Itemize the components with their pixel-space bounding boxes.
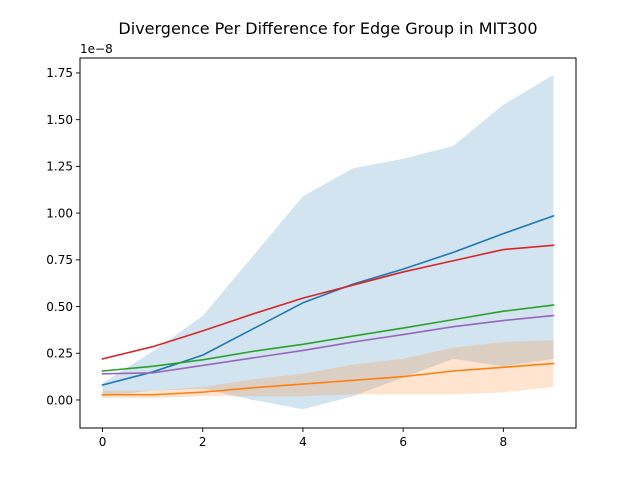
y-tick-label: 1.00 <box>46 206 73 220</box>
y-tick-label: 1.25 <box>46 160 73 174</box>
y-tick-label: 0.50 <box>46 300 73 314</box>
x-tick-label: 0 <box>99 435 107 449</box>
series-line-2 <box>101 362 555 396</box>
series-line-4 <box>101 244 555 360</box>
confidence-band-1 <box>102 74 554 410</box>
x-tick-label: 8 <box>500 435 508 449</box>
x-tick-label: 2 <box>199 435 207 449</box>
series-lines <box>101 214 555 396</box>
chart-title: Divergence Per Difference for Edge Group… <box>118 19 537 38</box>
axes: 0 2 4 6 8 0.00 0.25 0.50 0.75 1.00 1.25 1.50 1.75 <box>46 66 507 449</box>
x-tick-label: 6 <box>399 435 407 449</box>
confidence-band-2 <box>102 340 554 399</box>
y-tick-label: 0.00 <box>46 393 73 407</box>
y-axis-scale-label: 1e−8 <box>80 42 113 56</box>
plot-frame <box>79 57 577 429</box>
series-line-5 <box>101 314 555 375</box>
y-tick-label: 1.75 <box>46 66 73 80</box>
x-tick-label: 4 <box>299 435 307 449</box>
y-tick-label: 1.50 <box>46 113 73 127</box>
confidence-bands <box>102 74 554 410</box>
series-line-3 <box>101 304 555 372</box>
y-tick-label: 0.25 <box>46 347 73 361</box>
y-tick-label: 0.75 <box>46 253 73 267</box>
